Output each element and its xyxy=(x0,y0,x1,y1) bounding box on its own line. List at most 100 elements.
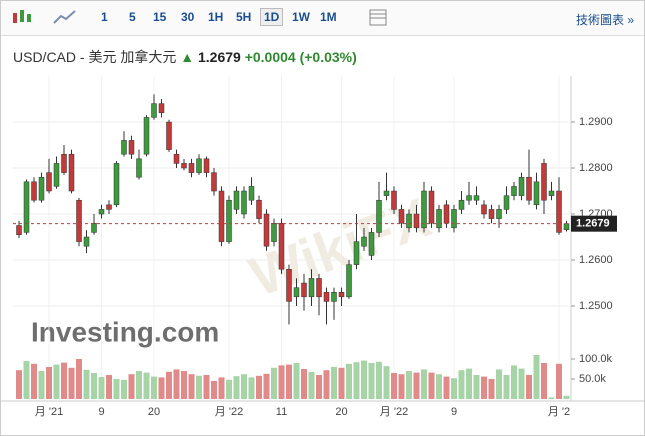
volume-bar xyxy=(38,371,45,399)
candle-body xyxy=(308,278,315,298)
interval-button[interactable]: 5H xyxy=(236,10,252,24)
candle-body xyxy=(46,172,52,192)
candle-body xyxy=(248,186,255,201)
candle-body xyxy=(533,181,540,206)
volume-bar xyxy=(218,377,225,399)
candle-body xyxy=(421,190,427,229)
candle-body xyxy=(316,278,322,298)
candle-body xyxy=(488,209,495,219)
up-arrow: ▲ xyxy=(180,49,195,65)
candle-body xyxy=(293,287,300,298)
interval-button[interactable]: 5 xyxy=(129,10,136,24)
volume-bar xyxy=(473,375,480,399)
candle-body xyxy=(413,213,420,229)
volume-bar xyxy=(511,365,517,399)
candle-body xyxy=(481,204,487,215)
volume-bar xyxy=(481,376,487,399)
volume-bar xyxy=(271,367,277,399)
volume-bar xyxy=(248,377,255,399)
candle-body xyxy=(286,268,292,302)
volume-bar xyxy=(166,371,172,399)
volume-bar xyxy=(421,369,427,399)
volume-bar xyxy=(173,369,180,399)
volume-bar xyxy=(368,363,375,399)
interval-button[interactable]: 30 xyxy=(181,10,195,24)
candle-body xyxy=(128,140,135,155)
candle-body xyxy=(211,172,217,192)
interval-button[interactable]: 1W xyxy=(292,10,310,24)
candle-icon xyxy=(13,10,31,23)
volume-bar xyxy=(316,375,322,399)
candle-body xyxy=(143,117,150,155)
candle-body xyxy=(113,163,120,206)
volume-bar xyxy=(98,377,105,399)
volume-bar xyxy=(226,379,232,399)
volume-bar xyxy=(518,368,525,399)
volume-bar xyxy=(376,361,382,399)
candle-body xyxy=(218,190,225,242)
candle-body xyxy=(76,199,82,242)
volume-bar xyxy=(331,367,337,399)
volume-bar xyxy=(143,372,150,399)
volume-bar xyxy=(233,376,240,399)
x-tick-label: 月 '22 xyxy=(215,406,243,418)
volume-bar xyxy=(61,362,67,399)
candle-body xyxy=(526,176,532,201)
volume-bar xyxy=(308,371,315,399)
interval-button[interactable]: 15 xyxy=(153,10,167,24)
volume-bar xyxy=(383,366,390,399)
volume-bar xyxy=(286,364,292,399)
volume-bar xyxy=(391,373,397,399)
tech-chart-link[interactable]: 技術圖表 » xyxy=(575,13,634,27)
candle-body xyxy=(158,103,165,114)
interval-button[interactable]: 1M xyxy=(320,10,337,24)
candle-body xyxy=(271,222,277,242)
candle-body xyxy=(121,140,127,155)
table-icon xyxy=(369,9,387,26)
candle-body xyxy=(368,232,375,256)
pair-title: USD/CAD - 美元 加拿大元 xyxy=(13,49,177,65)
volume-bar xyxy=(106,375,112,399)
volume-bar xyxy=(136,371,142,399)
header: USD/CAD - 美元 加拿大元 ▲ 1.2679 +0.0004 (+0.0… xyxy=(13,47,357,67)
volume-bar xyxy=(113,379,120,399)
candle-body xyxy=(23,181,30,233)
candle-body xyxy=(61,153,67,173)
candle-body xyxy=(166,121,172,150)
candle-body xyxy=(263,213,270,247)
candle-body xyxy=(31,181,37,201)
volume-bar xyxy=(503,375,510,399)
y-tick-label: 1.2500 xyxy=(579,300,613,312)
volume-bar xyxy=(68,367,75,399)
volume-bar xyxy=(256,375,262,399)
candle-body xyxy=(391,190,397,210)
candle-body xyxy=(473,195,480,201)
volume-bar xyxy=(301,369,307,399)
volume-bar xyxy=(83,369,90,399)
candle-body xyxy=(563,223,570,230)
volume-bar xyxy=(548,397,555,399)
x-tick-label: 20 xyxy=(335,406,347,418)
y-tick-label: 1.2600 xyxy=(579,254,613,266)
x-tick-label: 月 '22 xyxy=(380,406,408,418)
last-price: 1.2679 xyxy=(197,49,241,65)
watermark-logo: Investing.com xyxy=(31,316,219,347)
interval-button[interactable]: 1 xyxy=(101,10,108,24)
change: +0.0004 xyxy=(244,49,296,65)
volume-bar xyxy=(556,363,562,399)
candle-body xyxy=(136,158,142,178)
interval-button[interactable]: 1H xyxy=(208,10,224,24)
candle-body xyxy=(181,163,187,169)
candle-body xyxy=(548,190,555,196)
x-tick-label: 11 xyxy=(276,406,287,418)
x-tick-label: 9 xyxy=(98,406,104,418)
y-tick-label: 1.2900 xyxy=(579,116,613,128)
candle-body xyxy=(196,158,202,173)
volume-bar xyxy=(436,374,442,399)
candle-body xyxy=(556,190,562,233)
interval-button[interactable]: 1D xyxy=(260,8,284,26)
volume-bar xyxy=(443,376,450,399)
candle-body xyxy=(443,204,450,224)
candle-body xyxy=(503,195,510,210)
